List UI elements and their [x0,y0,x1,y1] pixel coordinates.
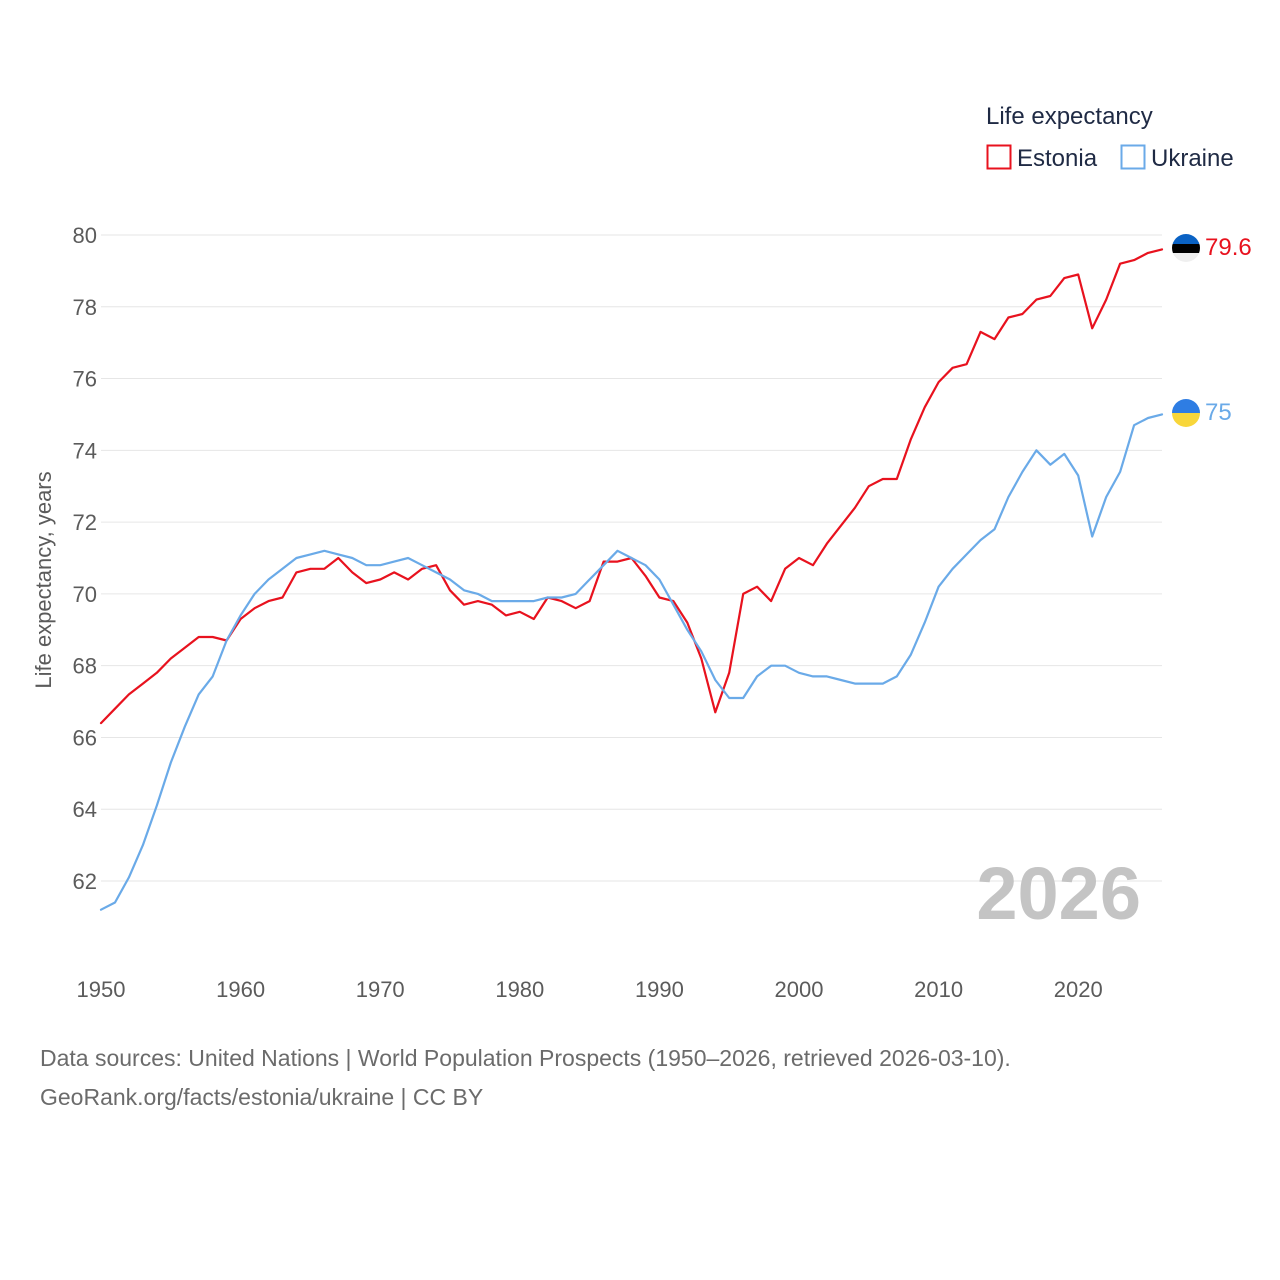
year-watermark: 2026 [976,852,1141,935]
y-axis-title: Life expectancy, years [31,471,56,688]
x-tick-label: 2010 [914,977,963,1002]
y-tick-label: 80 [73,223,97,248]
y-tick-label: 70 [73,582,97,607]
y-tick-label: 76 [73,367,97,392]
legend-label-ukraine: Ukraine [1151,145,1234,172]
y-tick-label: 64 [73,797,97,822]
x-axis: 1950 1960 1970 1980 1990 2000 2010 2020 [77,977,1103,1002]
estonia-flag-icon [1172,234,1200,262]
legend-label-estonia: Estonia [1017,145,1098,172]
end-value-estonia: 79.6 [1205,234,1252,261]
y-tick-label: 68 [73,654,97,679]
legend-item-ukraine[interactable]: Ukraine [1120,144,1234,172]
ukraine-flag-icon [1172,399,1200,427]
series-line-estonia[interactable] [99,248,1164,725]
legend-swatch-estonia [986,144,1012,170]
legend-title: Life expectancy [986,103,1153,130]
y-tick-label: 72 [73,510,97,535]
y-axis: 62 64 66 68 70 72 74 76 78 80 [73,223,97,894]
y-tick-label: 66 [73,725,97,750]
credit-link[interactable]: GeoRank.org/facts/estonia/ukraine | CC B… [40,1084,484,1110]
x-tick-label: 1980 [495,977,544,1002]
legend-item-estonia[interactable]: Estonia [986,144,1098,172]
data-sources-note: Data sources: United Nations | World Pop… [40,1045,1011,1071]
series-lines [99,248,1164,911]
legend-swatch-ukraine [1120,144,1146,170]
x-tick-label: 1990 [635,977,684,1002]
y-tick-label: 74 [73,438,97,463]
x-tick-label: 1950 [77,977,126,1002]
y-tick-label: 62 [73,869,97,894]
x-tick-label: 1960 [216,977,265,1002]
x-tick-label: 2020 [1054,977,1103,1002]
gridlines [101,234,1162,882]
y-tick-label: 78 [73,295,97,320]
x-tick-label: 2000 [775,977,824,1002]
life-expectancy-chart: 62 64 66 68 70 72 74 76 78 80 1950 1960 1970 1980 199… [31,103,1252,1002]
series-line-ukraine[interactable] [99,413,1164,911]
x-tick-label: 1970 [356,977,405,1002]
legend[interactable]: Life expectancy Estonia Ukraine [986,103,1234,172]
end-value-ukraine: 75 [1205,399,1232,426]
